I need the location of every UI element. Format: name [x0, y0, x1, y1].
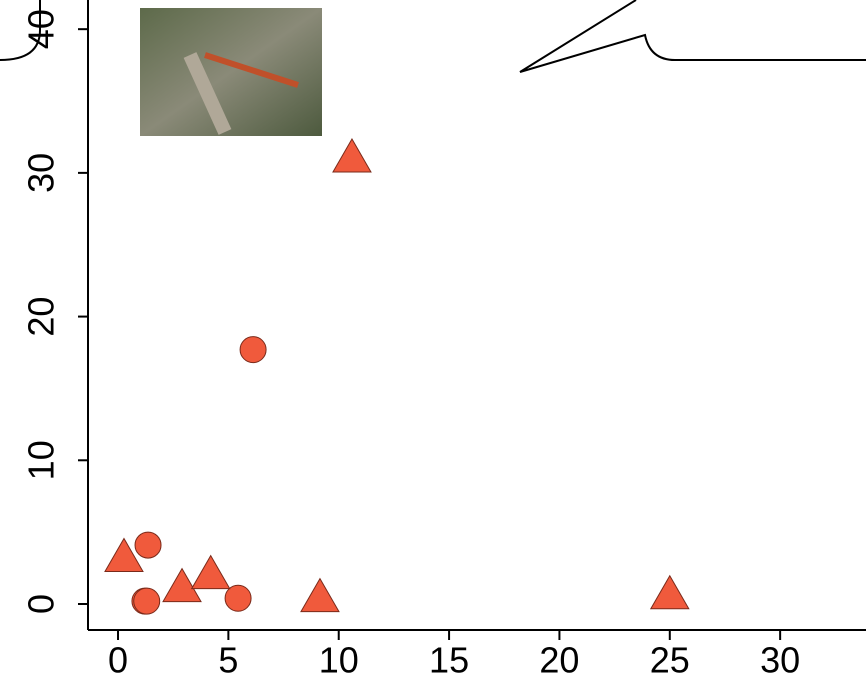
x-tick-label: 5 [218, 640, 238, 681]
x-tick-label: 10 [319, 640, 359, 681]
y-tick-label: 0 [21, 594, 62, 614]
x-tick-label: 30 [760, 640, 800, 681]
y-tick-label: 40 [21, 9, 62, 49]
x-tick-label: 25 [650, 640, 690, 681]
circle-point [240, 337, 266, 363]
circle-point [134, 588, 160, 614]
y-tick-label: 30 [21, 153, 62, 193]
triangle-point [301, 579, 339, 612]
x-tick-label: 0 [108, 640, 128, 681]
triangle-point [333, 139, 371, 172]
photo [140, 8, 322, 136]
circle-point [135, 532, 161, 558]
x-tick-label: 15 [429, 640, 469, 681]
x-tick-label: 20 [539, 640, 579, 681]
y-tick-label: 10 [21, 440, 62, 480]
y-tick-label: 20 [21, 297, 62, 337]
callout-right [520, 0, 866, 72]
chart: 0 5 10 15 20 25 30 0 10 20 30 40 [0, 0, 866, 685]
triangle-point [651, 576, 689, 609]
triangle-point [192, 556, 230, 589]
